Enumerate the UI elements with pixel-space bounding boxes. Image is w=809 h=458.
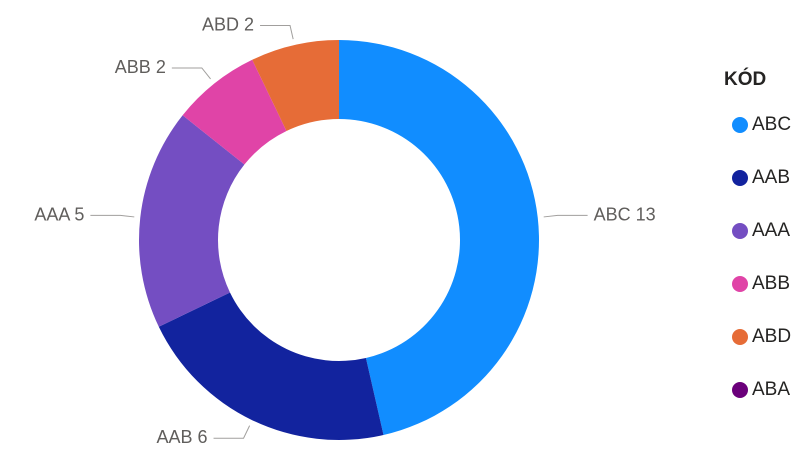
- legend-label: ABB: [752, 273, 790, 294]
- data-label-category: AAA: [34, 204, 70, 224]
- legend-label: ABC: [752, 114, 791, 135]
- leader-line: [260, 25, 294, 40]
- legend-marker: [732, 276, 748, 292]
- data-label-category: ABB: [115, 57, 151, 77]
- leader-line: [171, 67, 211, 80]
- legend-title: KÓD: [724, 68, 766, 90]
- leader-line: [213, 425, 251, 439]
- data-label-category: ABC: [594, 204, 631, 224]
- data-label-value: 5: [74, 204, 84, 224]
- legend-label: AAB: [752, 167, 790, 188]
- legend-marker: [732, 170, 748, 186]
- data-label-value: 6: [198, 427, 208, 447]
- legend-marker: [732, 329, 748, 345]
- donut-slice: [158, 292, 384, 440]
- data-label: ABC 13: [594, 204, 656, 224]
- legend-label: AAA: [752, 220, 790, 241]
- legend-marker: [732, 382, 748, 398]
- legend-marker: [732, 117, 748, 133]
- data-label: ABD 2: [202, 14, 254, 34]
- leader-line: [543, 214, 588, 218]
- data-label-value: 2: [244, 14, 254, 34]
- data-label: AAB 6: [156, 427, 207, 447]
- leader-line: [90, 214, 135, 218]
- donut-slice: [139, 115, 245, 327]
- donut-slice: [252, 40, 339, 131]
- data-label: AAA 5: [34, 204, 84, 224]
- donut-slice: [182, 59, 287, 165]
- data-label: ABB 2: [115, 57, 166, 77]
- data-label-value: 2: [156, 57, 166, 77]
- data-label-value: 13: [636, 204, 656, 224]
- legend-label: ABA: [752, 379, 790, 400]
- data-label-category: AAB: [156, 427, 192, 447]
- legend-label: ABD: [752, 326, 791, 347]
- legend-marker: [732, 223, 748, 239]
- data-label-category: ABD: [202, 14, 239, 34]
- donut-slice: [339, 40, 539, 435]
